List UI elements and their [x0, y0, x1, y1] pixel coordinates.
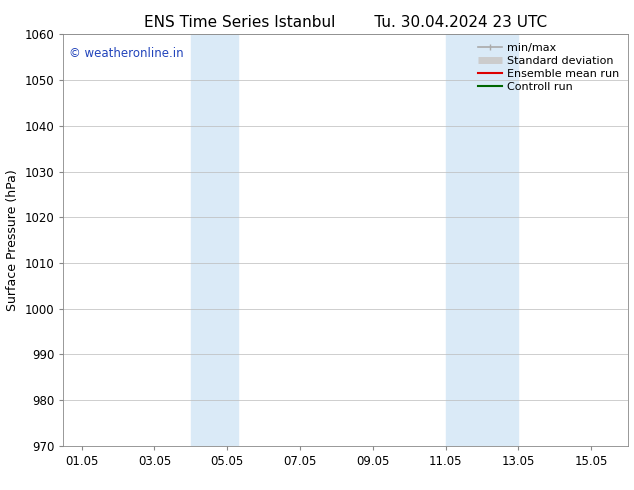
- Text: © weatheronline.in: © weatheronline.in: [69, 47, 184, 60]
- Title: ENS Time Series Istanbul        Tu. 30.04.2024 23 UTC: ENS Time Series Istanbul Tu. 30.04.2024 …: [144, 15, 547, 30]
- Legend: min/max, Standard deviation, Ensemble mean run, Controll run: min/max, Standard deviation, Ensemble me…: [474, 40, 622, 95]
- Bar: [446, 34, 519, 446]
- Y-axis label: Surface Pressure (hPa): Surface Pressure (hPa): [6, 169, 19, 311]
- Bar: [191, 34, 238, 446]
